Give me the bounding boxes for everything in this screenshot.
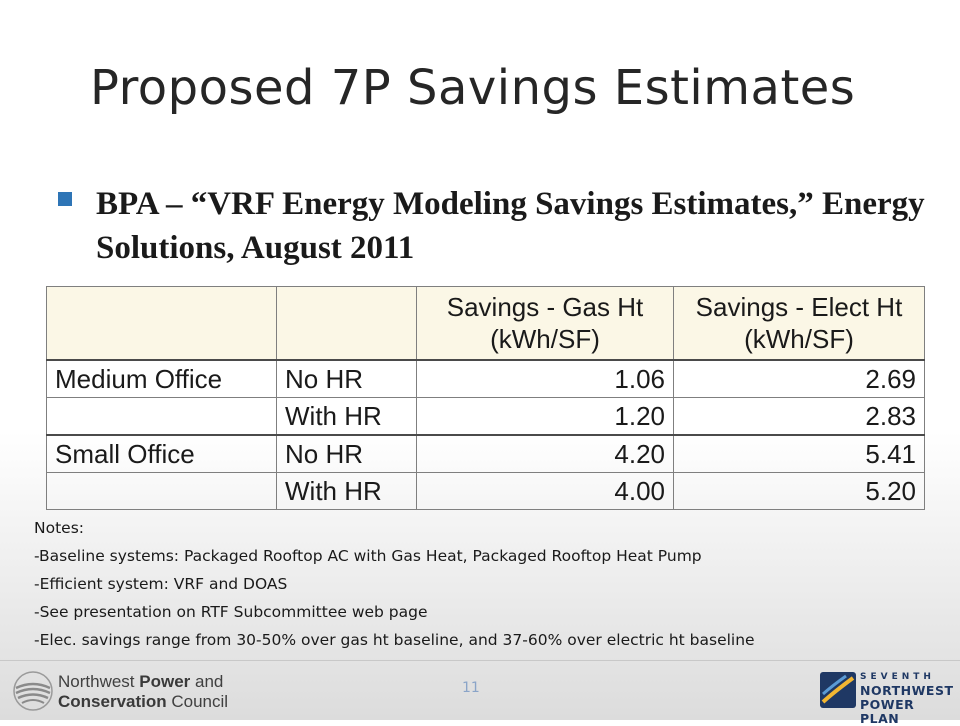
building-cell: Small Office [46, 434, 277, 473]
gas-savings-cell: 1.06 [416, 359, 674, 398]
header-elec-line1: Savings - Elect Ht [695, 292, 903, 322]
gas-savings-cell: 1.20 [416, 397, 674, 436]
council-swirl-icon [13, 671, 53, 711]
council-logo-text-bold: Power [139, 672, 191, 691]
header-cell-elec: Savings - Elect Ht (kWh/SF) [673, 286, 925, 361]
header-gas-line1: Savings - Gas Ht [446, 292, 644, 322]
building-cell [46, 472, 277, 510]
council-logo: Northwest Power and Conservation Council [12, 668, 242, 714]
power-plan-line1: SEVENTH [860, 672, 935, 682]
bullet-text: BPA – “VRF Energy Modeling Savings Estim… [96, 186, 925, 266]
table-row: Small Office No HR 4.20 5.41 [46, 434, 925, 473]
gas-savings-cell: 4.20 [416, 434, 674, 473]
elec-savings-cell: 5.41 [673, 434, 925, 473]
note-item: -Efficient system: VRF and DOAS [34, 575, 288, 593]
header-cell-gas: Savings - Gas Ht (kWh/SF) [416, 286, 674, 361]
header-cell-blank-1 [46, 286, 277, 361]
table-row: With HR 1.20 2.83 [46, 397, 925, 436]
case-cell: No HR [276, 434, 417, 473]
note-item: -Elec. savings range from 30-50% over ga… [34, 631, 755, 649]
case-cell: With HR [276, 397, 417, 436]
notes-block: Notes: -Baseline systems: Packaged Rooft… [34, 514, 755, 654]
table-header-row: Savings - Gas Ht (kWh/SF) Savings - Elec… [46, 286, 925, 361]
footer-divider [0, 660, 960, 661]
council-logo-text: and [190, 672, 224, 691]
power-plan-line2: NORTHWEST [860, 683, 954, 698]
gas-savings-cell: 4.00 [416, 472, 674, 510]
page-number: 11 [462, 680, 480, 696]
elec-savings-cell: 5.20 [673, 472, 925, 510]
council-logo-text: Council [166, 692, 229, 711]
header-cell-blank-2 [276, 286, 417, 361]
council-logo-text-bold: Conservation [58, 692, 167, 711]
case-cell: No HR [276, 359, 417, 398]
power-plan-emblem-icon [820, 672, 856, 708]
building-cell: Medium Office [46, 359, 277, 398]
note-item: -See presentation on RTF Subcommittee we… [34, 603, 428, 621]
building-cell [46, 397, 277, 436]
slide-title: Proposed 7P Savings Estimates [90, 60, 856, 116]
power-plan-logo: SEVENTH NORTHWEST POWER PLAN [820, 666, 953, 726]
table-row: With HR 4.00 5.20 [46, 472, 925, 510]
notes-heading: Notes: [34, 519, 84, 537]
header-elec-line2: (kWh/SF) [744, 324, 854, 354]
case-cell: With HR [276, 472, 417, 510]
table-row: Medium Office No HR 1.06 2.69 [46, 359, 925, 398]
elec-savings-cell: 2.69 [673, 359, 925, 398]
savings-table: Savings - Gas Ht (kWh/SF) Savings - Elec… [46, 286, 925, 510]
council-logo-text: Northwest [58, 672, 140, 691]
power-plan-line3: POWER PLAN [860, 697, 915, 726]
elec-savings-cell: 2.83 [673, 397, 925, 436]
header-gas-line2: (kWh/SF) [490, 324, 600, 354]
square-bullet-icon [58, 192, 72, 206]
note-item: -Baseline systems: Packaged Rooftop AC w… [34, 547, 702, 565]
